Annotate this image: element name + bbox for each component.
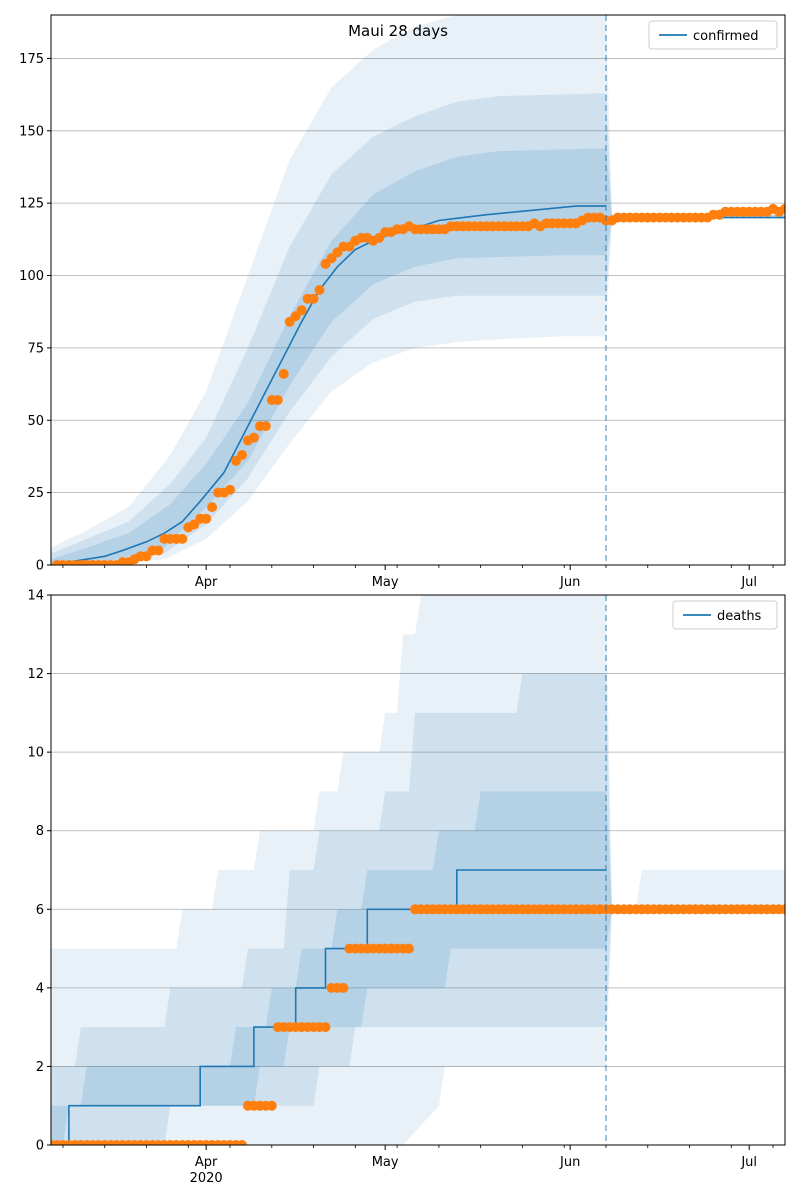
top-observed-point [207, 502, 218, 513]
bottom-x-tick-label: Apr [195, 1155, 218, 1170]
bottom-plot-area [51, 595, 785, 1145]
bottom-y-tick-label: 0 [36, 1139, 44, 1154]
top-y-tick-label: 175 [19, 52, 44, 67]
top-observed-point [225, 484, 235, 495]
bottom-observed-point [320, 1022, 331, 1033]
bottom-y-tick-label: 4 [36, 981, 44, 996]
top-observed-point [272, 395, 283, 405]
top-legend-box [648, 20, 778, 50]
bottom-y-tick-label: 10 [27, 746, 44, 761]
top-legend: confirmed [648, 20, 778, 50]
top-observed-point [780, 203, 785, 214]
top-observed-point [177, 533, 188, 544]
top-legend-label: confirmed [693, 29, 759, 44]
confirmed-panel: 0 25 50 75 100 125 150 175 Apr May Jun Jul confirmed [19, 14, 786, 590]
bottom-legend: deaths [672, 600, 778, 630]
top-observed-point [237, 450, 247, 460]
bottom-y-tick-label: 12 [27, 667, 44, 682]
bottom-observed-point [404, 943, 414, 954]
bottom-x-tick-label: Jun [559, 1155, 580, 1170]
top-y-tick-label: 50 [27, 414, 44, 429]
bottom-observed-point [237, 1140, 247, 1145]
bottom-observed-point [266, 1100, 277, 1111]
bottom-y-tick-label: 14 [27, 589, 44, 604]
bottom-x-tick-label: May [372, 1155, 399, 1170]
top-y-tick-label: 100 [19, 269, 44, 284]
top-observed-point [278, 368, 289, 379]
top-y-tick-label: 150 [19, 124, 44, 139]
top-observed-point [314, 285, 325, 295]
top-y-tick-label: 125 [19, 197, 44, 212]
top-observed-point [201, 513, 212, 524]
bottom-x-tick-label: Jul [740, 1155, 757, 1170]
bottom-y-tick-label: 8 [36, 824, 44, 839]
top-y-tick-label: 25 [27, 486, 44, 501]
bottom-y-tick-label: 2 [36, 1060, 44, 1075]
top-x-tick-label: Jul [740, 575, 757, 590]
top-uncertainty-band-1 [51, 15, 785, 565]
top-x-tick-label: Jun [559, 575, 580, 590]
chart-title: Maui 28 days [348, 22, 448, 40]
bottom-axes-frame [50, 594, 786, 1146]
bottom-x-year-label: 2020 [190, 1171, 223, 1186]
top-x-tick-label: Apr [195, 575, 218, 590]
top-observed-point [248, 432, 259, 443]
bottom-uncertainty-band-1 [51, 595, 785, 1145]
bottom-y-tick-label: 6 [36, 903, 44, 918]
bottom-observed-point [780, 904, 785, 915]
top-observed-point [296, 305, 307, 316]
top-observed-point [308, 293, 319, 304]
bottom-legend-label: deaths [717, 609, 762, 624]
top-observed-point [260, 421, 271, 432]
top-median-line [51, 205, 606, 565]
top-y-tick-label: 0 [36, 559, 44, 574]
bottom-observed-point [338, 982, 349, 993]
bottom-legend-box [672, 600, 778, 630]
top-axes-frame [50, 14, 786, 566]
top-observed-point [153, 545, 164, 556]
top-uncertainty-band-2 [51, 93, 785, 565]
bottom-uncertainty-band-3 [51, 791, 785, 1145]
top-x-tick-label: May [372, 575, 399, 590]
top-plot-area [51, 15, 785, 565]
top-y-tick-label: 75 [27, 341, 44, 356]
